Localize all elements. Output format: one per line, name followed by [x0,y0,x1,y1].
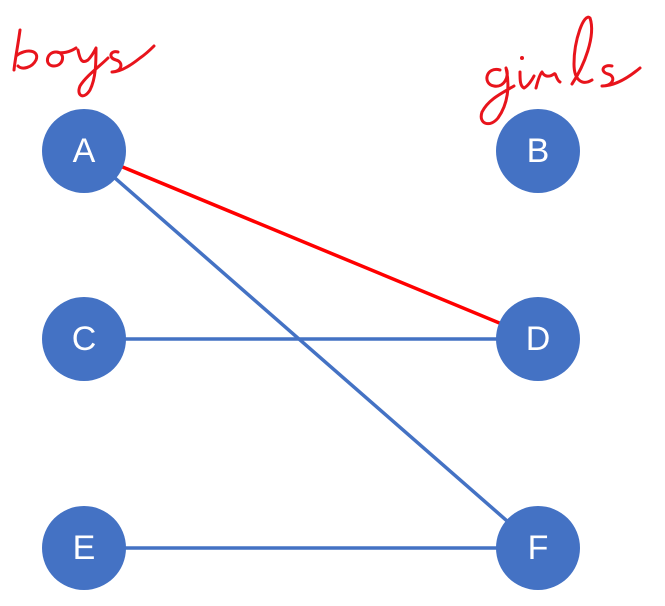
node-a-label: A [73,132,96,170]
node-d-label: D [526,320,551,358]
node-b-circle [496,109,580,193]
node-c-label: C [72,320,97,358]
edge-a-d [82,149,540,341]
node-b-label: B [527,132,550,170]
node-a[interactable]: A [42,109,126,193]
node-e-label: E [73,529,96,567]
node-b[interactable]: B [496,109,580,193]
girls-handwritten-label [479,15,642,126]
node-e-circle [42,506,126,590]
boys-handwritten-label [12,28,156,98]
node-c[interactable]: C [42,297,126,381]
node-d[interactable]: D [496,297,580,381]
node-f[interactable]: F [496,506,580,590]
node-f-circle [496,506,580,590]
node-c-circle [42,297,126,381]
node-e[interactable]: E [42,506,126,590]
node-a-circle [42,109,126,193]
edge-a-f [82,149,540,550]
node-f-label: F [528,529,549,567]
node-d-circle [496,297,580,381]
edges [82,149,540,550]
